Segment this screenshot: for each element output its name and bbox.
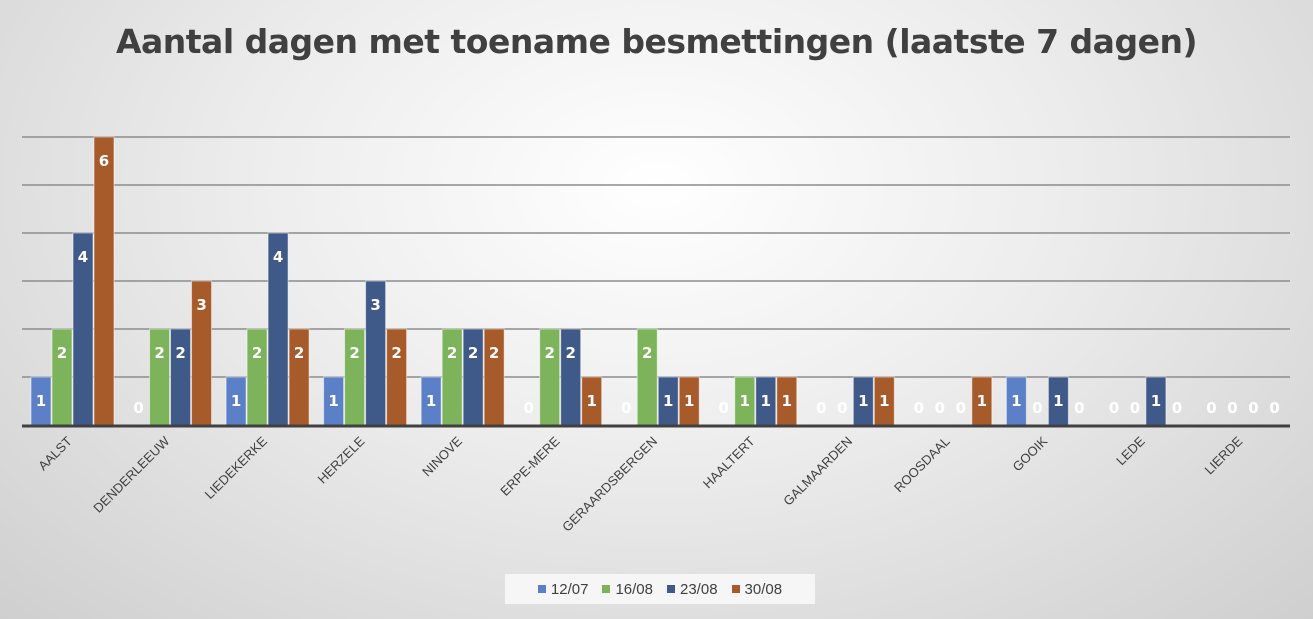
data-label: 2 <box>175 344 185 362</box>
data-label: 0 <box>1206 399 1216 417</box>
x-tick-label: HERZELE <box>314 433 367 486</box>
data-label: 2 <box>468 344 478 362</box>
data-label: 0 <box>914 399 924 417</box>
data-label: 1 <box>1151 392 1161 410</box>
x-tick-label: LIERDE <box>1202 433 1246 477</box>
data-label: 1 <box>328 392 338 410</box>
data-label: 0 <box>1074 399 1084 417</box>
legend-item: 12/07 <box>537 580 589 598</box>
legend-label: 16/08 <box>615 580 653 598</box>
data-label: 0 <box>1130 399 1140 417</box>
data-label: 2 <box>294 344 304 362</box>
data-label: 1 <box>977 392 987 410</box>
data-label: 0 <box>837 399 847 417</box>
x-tick-label: HAALTERT <box>700 433 758 491</box>
data-label: 3 <box>370 296 380 314</box>
chart-title: Aantal dagen met toename besmettingen (l… <box>115 22 1198 61</box>
data-label: 0 <box>719 399 729 417</box>
x-tick-label: ROOSDAAL <box>891 434 953 496</box>
data-label: 0 <box>1248 399 1258 417</box>
legend-swatch <box>602 585 611 593</box>
data-label: 1 <box>663 392 673 410</box>
x-tick-label: GALMAARDEN <box>780 434 855 509</box>
data-label: 2 <box>544 344 554 362</box>
bar <box>93 136 115 426</box>
legend: 12/07 16/08 23/08 30/08 <box>505 574 815 604</box>
data-label: 2 <box>642 344 652 362</box>
data-label: 1 <box>879 392 889 410</box>
data-label: 1 <box>36 392 46 410</box>
x-tick-label: LEDE <box>1113 433 1148 468</box>
data-label: 1 <box>740 392 750 410</box>
data-label: 0 <box>621 399 631 417</box>
data-label: 0 <box>1172 399 1182 417</box>
data-label: 2 <box>565 344 575 362</box>
data-label: 2 <box>154 344 164 362</box>
data-label: 0 <box>523 399 533 417</box>
data-label: 0 <box>956 399 966 417</box>
x-tick-label: ERPE-MERE <box>497 433 562 498</box>
data-label: 1 <box>858 392 868 410</box>
legend-swatch <box>667 585 675 593</box>
legend-item: 30/08 <box>731 580 783 598</box>
legend-label: 30/08 <box>744 580 783 598</box>
data-label: 3 <box>196 296 206 314</box>
legend-label: 23/08 <box>680 580 718 598</box>
data-label: 0 <box>1032 399 1042 417</box>
x-tick-label: AALST <box>35 433 75 473</box>
data-label: 1 <box>1011 392 1021 410</box>
data-label: 1 <box>1053 392 1063 410</box>
legend-swatch <box>731 585 740 593</box>
x-tick-label: GERAARDSBERGEN <box>559 434 660 535</box>
x-tick-label: NINOVE <box>419 433 465 479</box>
data-label: 1 <box>761 392 771 410</box>
data-label: 2 <box>447 344 457 362</box>
legend-item: 16/08 <box>602 581 653 598</box>
legend-label: 12/07 <box>550 580 589 598</box>
data-label: 1 <box>586 392 596 410</box>
data-label: 1 <box>684 392 694 410</box>
data-label: 1 <box>231 392 241 410</box>
data-label: 4 <box>273 248 283 266</box>
data-label: 0 <box>133 399 143 417</box>
data-label: 6 <box>99 152 109 170</box>
x-tick-label: LIEDEKERKE <box>202 433 271 502</box>
data-label: 2 <box>489 344 499 362</box>
data-label: 4 <box>78 248 88 266</box>
data-label: 2 <box>391 344 401 362</box>
data-label: 1 <box>426 392 436 410</box>
data-label: 2 <box>349 344 359 362</box>
x-tick-label: DENDERLEEUW <box>90 433 173 516</box>
x-tick-label: GOOIK <box>1010 433 1051 474</box>
data-label: 0 <box>1227 399 1237 417</box>
data-label: 0 <box>1269 399 1279 417</box>
data-label: 0 <box>1109 399 1119 417</box>
data-label: 2 <box>252 344 262 362</box>
legend-swatch <box>537 585 546 593</box>
data-label: 0 <box>935 399 945 417</box>
data-label: 0 <box>816 399 826 417</box>
data-label: 2 <box>57 344 67 362</box>
data-label: 1 <box>782 392 792 410</box>
legend-item: 23/08 <box>667 581 718 598</box>
